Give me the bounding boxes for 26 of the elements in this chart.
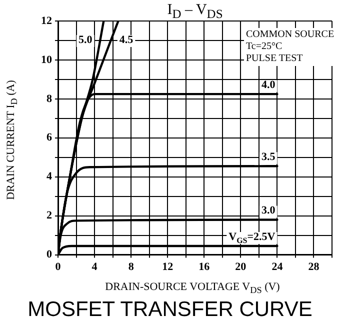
y-tick-label: 8 (46, 92, 52, 105)
x-axis-title: DRAIN-SOURCE VOLTAGE V$_{DS}$ (V) (104, 281, 281, 296)
chart-title: I$_{D}$ – V$_{DS}$ (167, 2, 223, 21)
y-tick-label: 6 (46, 132, 52, 144)
series-label: 4.0 (261, 79, 276, 92)
x-tick-label: 28 (308, 261, 320, 274)
y-tick-label: 4 (46, 170, 52, 183)
x-tick-label: 24 (272, 261, 284, 274)
text: MOSFET TRANSFER CURVE (26, 298, 314, 322)
series-label: 5.0 (78, 34, 93, 46)
x-tick-label: 16 (198, 261, 210, 274)
x-tick-label: 12 (162, 261, 174, 274)
annotation: COMMON SOURCE (246, 29, 334, 40)
y-tick-label: 0 (46, 248, 52, 261)
y-tick-label: 12 (41, 14, 52, 27)
x-tick-label: 0 (55, 261, 62, 274)
series-label: 3.0 (261, 204, 276, 217)
y-tick-label: 10 (41, 54, 52, 66)
series-label: 4.5 (119, 34, 134, 46)
x-tick-label: 20 (235, 261, 247, 274)
annotation: Tc=25°C (246, 41, 282, 52)
annotation: PULSE TEST (246, 53, 303, 64)
series-label: 3.5 (261, 151, 276, 164)
x-tick-label: 8 (128, 261, 134, 274)
x-tick-label: 4 (92, 261, 98, 274)
y-tick-label: 2 (46, 210, 52, 222)
